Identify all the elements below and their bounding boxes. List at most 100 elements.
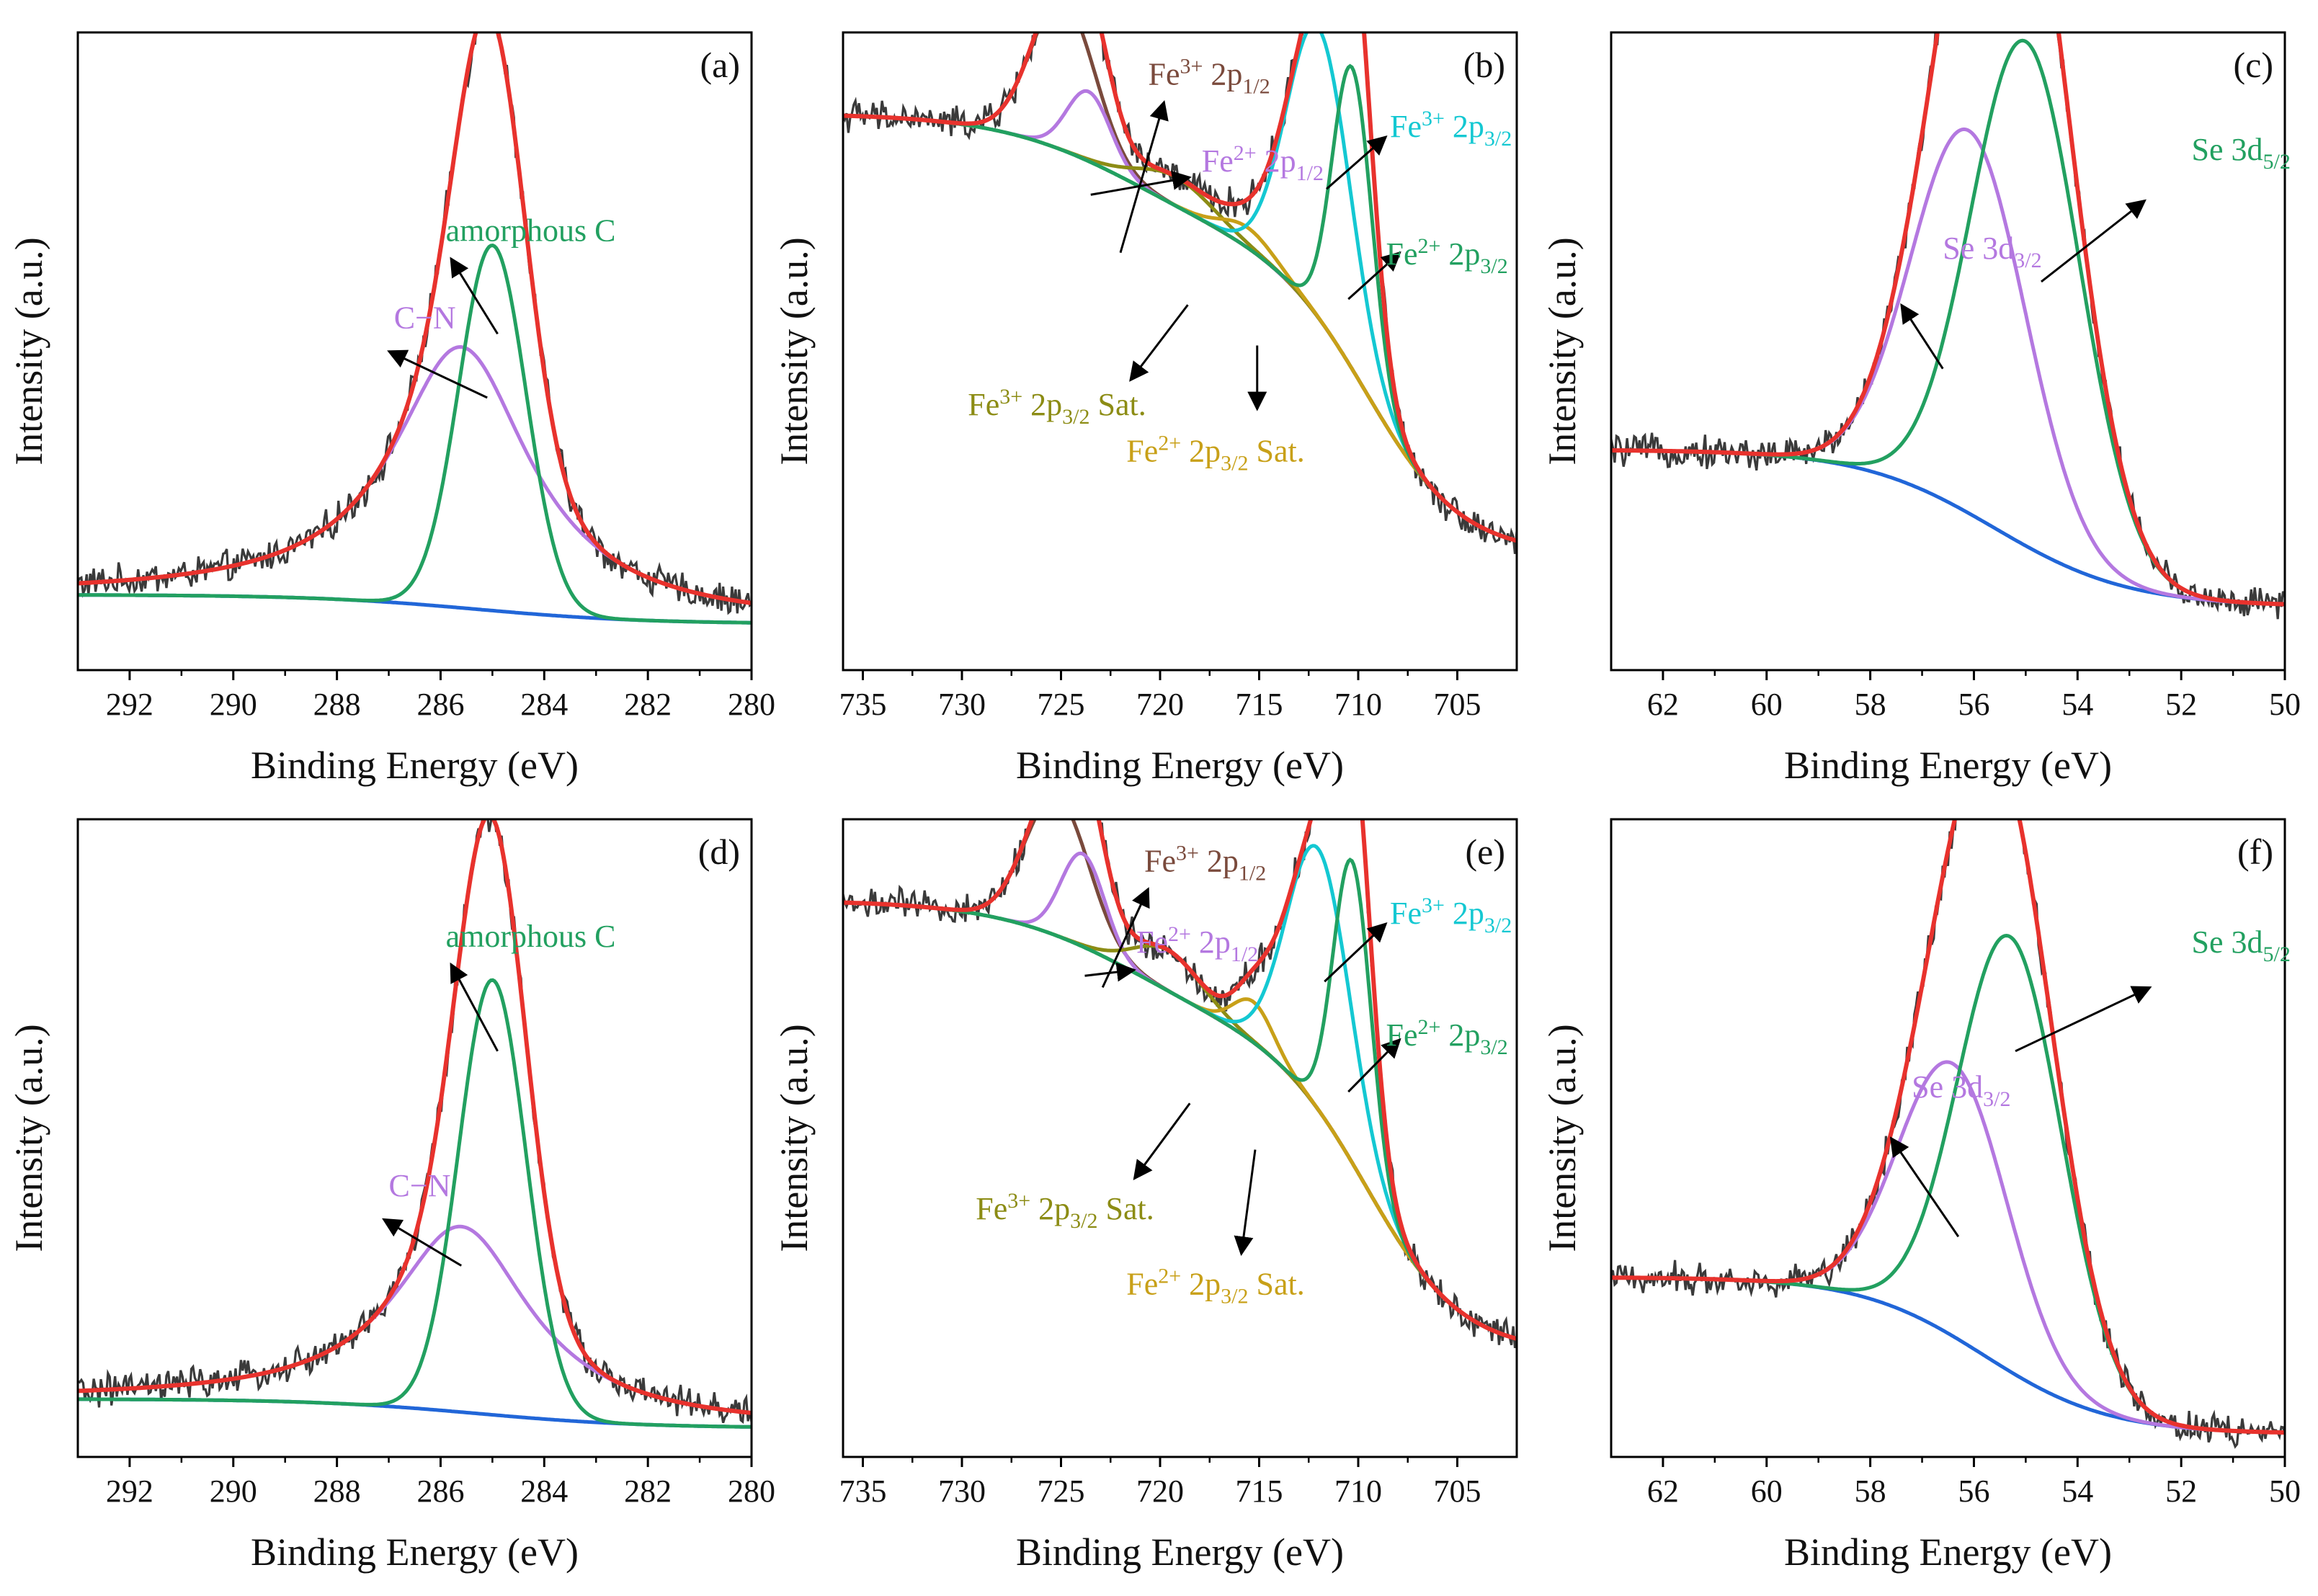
panel-letter-b: (b) [1463, 45, 1505, 85]
annotation-arrow-d-1 [382, 1218, 462, 1267]
annotation-label-b-3: Fe3+ 2p3/2 [1390, 107, 1512, 151]
annotation-label-b-4: Fe2+ 2p3/2 [1386, 234, 1508, 278]
panel-letter-a: (a) [700, 45, 741, 85]
x-axis-title-a: Binding Energy (eV) [251, 744, 579, 787]
y-axis-title-e: Intensity (a.u.) [772, 1024, 816, 1252]
annotation-label-d-1: C−N [389, 1168, 451, 1203]
annotation-label-c-1: Se 3d5/2 [2192, 132, 2291, 174]
x-tick-label-f-4: 54 [2061, 1474, 2093, 1509]
x-tick-label-a-3: 286 [416, 687, 464, 722]
plot-frame-f [1610, 818, 2286, 1458]
x-tick-label-d-4: 284 [520, 1474, 568, 1509]
annotation-label-b-6: Fe2+ 2p3/2 Sat. [1126, 431, 1305, 475]
x-tick-label-f-6: 50 [2269, 1474, 2301, 1509]
envelope-fit-d [78, 819, 752, 1415]
x-tick-label-e-5: 710 [1334, 1474, 1382, 1509]
panel-letter-f: (f) [2237, 832, 2273, 872]
plot-frame-c [1610, 31, 2286, 672]
annotation-arrow-b-4 [1347, 251, 1401, 300]
x-tick-label-e-3: 720 [1136, 1474, 1184, 1509]
annotation-label-e-4: Fe2+ 2p3/2 [1386, 1015, 1508, 1059]
x-tick-label-d-6: 280 [728, 1474, 775, 1509]
x-axis-title-e: Binding Energy (eV) [1016, 1530, 1344, 1574]
panel-f: 62 60 58 56 54 52 50 Binding Energy (eV) Intensi… [1541, 818, 2301, 1574]
panel-letter-d: (d) [698, 832, 740, 872]
panel-e: 735 730 725 720 715 710 705 Binding Energy (eV)… [772, 818, 1518, 1574]
x-tick-label-b-2: 725 [1038, 687, 1085, 722]
x-tick-label-b-0: 735 [839, 687, 887, 722]
x-tick-label-b-5: 710 [1334, 687, 1382, 722]
annotation-label-f-1: Se 3d5/2 [2192, 924, 2291, 966]
panel-c: 62 60 58 56 54 52 50 Binding Energy (eV) Intensi… [1541, 31, 2301, 787]
x-tick-label-e-1: 730 [938, 1474, 986, 1509]
x-tick-label-e-4: 715 [1236, 1474, 1283, 1509]
x-axis-title-b: Binding Energy (eV) [1016, 744, 1344, 787]
x-tick-label-a-0: 292 [106, 687, 153, 722]
annotation-arrow-d-2 [450, 962, 499, 1052]
annotation-label-e-6: Fe2+ 2p3/2 Sat. [1126, 1265, 1305, 1309]
x-tick-label-c-4: 54 [2061, 687, 2093, 722]
annotation-arrow-f-2 [1889, 1136, 1960, 1238]
x-tick-label-f-3: 56 [1958, 1474, 1989, 1509]
annotation-label-e-1: Fe3+ 2p1/2 [1144, 841, 1266, 885]
annotation-label-e-3: Fe3+ 2p3/2 [1390, 893, 1512, 937]
background-line-c [1611, 448, 2285, 607]
envelope-fit-e [843, 819, 1517, 1341]
peak-d-2 [78, 978, 752, 1429]
raw-spectrum-d [78, 819, 752, 1425]
x-tick-label-d-3: 286 [416, 1474, 464, 1509]
x-tick-label-c-2: 58 [1855, 687, 1886, 722]
annotation-label-c-2: Se 3d3/2 [1943, 231, 2041, 272]
y-axis-title-d: Intensity (a.u.) [7, 1024, 50, 1252]
annotation-arrow-a-2 [450, 257, 499, 335]
background-line-f [1611, 1275, 2285, 1435]
envelope-fit-c [1611, 32, 2285, 607]
x-axis-title-c: Binding Energy (eV) [1784, 744, 2112, 787]
x-axis-title-f: Binding Energy (eV) [1784, 1530, 2112, 1574]
annotation-label-f-2: Se 3d3/2 [1912, 1069, 2010, 1111]
x-tick-label-d-1: 290 [210, 1474, 257, 1509]
plot-frame-d [76, 818, 753, 1458]
background-line-d [78, 1397, 752, 1429]
x-tick-label-d-2: 288 [313, 1474, 361, 1509]
x-tick-label-c-6: 50 [2269, 687, 2301, 722]
x-tick-label-e-0: 735 [839, 1474, 887, 1509]
x-tick-label-d-0: 292 [106, 1474, 153, 1509]
panel-d: 292 290 288 286 284 282 280 Binding Energy (eV)… [7, 818, 775, 1574]
x-axis-title-d: Binding Energy (eV) [251, 1530, 579, 1574]
panel-a: 292 290 288 286 284 282 280 Binding Energy (eV)… [7, 31, 775, 787]
y-axis-title-a: Intensity (a.u.) [7, 237, 50, 465]
annotation-label-b-2: Fe2+ 2p1/2 [1202, 141, 1324, 185]
annotation-label-d-2: amorphous C [446, 919, 616, 954]
x-tick-label-f-2: 58 [1855, 1474, 1886, 1509]
x-tick-label-a-1: 290 [210, 687, 257, 722]
x-tick-label-a-4: 284 [520, 687, 568, 722]
envelope-fit-a [78, 32, 752, 605]
annotation-arrow-e-3 [1324, 922, 1388, 983]
plot-frame-a [76, 31, 753, 672]
raw-spectrum-c [1611, 32, 2285, 620]
annotation-label-a-1: C−N [394, 300, 456, 335]
peak-f-2 [1611, 933, 2285, 1435]
panel-b: 735 730 725 720 715 710 705 Binding Energy (eV)… [772, 31, 1518, 787]
annotation-label-b-1: Fe3+ 2p1/2 [1149, 54, 1270, 98]
annotation-arrow-e-2 [1084, 962, 1136, 982]
annotation-arrow-e-4 [1347, 1038, 1401, 1093]
annotation-label-e-5: Fe3+ 2p3/2 Sat. [976, 1189, 1154, 1233]
background-line-a [78, 593, 752, 625]
x-tick-label-c-1: 60 [1751, 687, 1783, 722]
panel-letter-c: (c) [2234, 45, 2274, 85]
peak-a-2 [78, 244, 752, 625]
annotation-arrow-b-1 [1119, 99, 1169, 254]
x-tick-label-e-6: 705 [1434, 1474, 1481, 1509]
annotation-arrow-b-3 [1326, 135, 1388, 190]
peak-c-1 [1611, 127, 2285, 607]
x-tick-label-b-4: 715 [1236, 687, 1283, 722]
x-tick-label-c-0: 62 [1647, 687, 1679, 722]
x-tick-label-b-3: 720 [1136, 687, 1184, 722]
x-tick-label-d-5: 282 [624, 1474, 672, 1509]
plot-frame-e [842, 818, 1518, 1458]
x-tick-label-b-1: 730 [938, 687, 986, 722]
envelope-fit-f [1611, 819, 2285, 1435]
